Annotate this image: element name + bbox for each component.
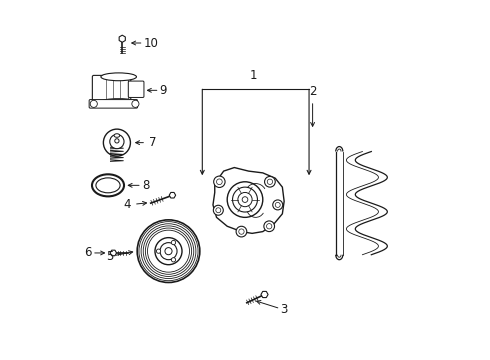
Circle shape xyxy=(115,139,119,143)
FancyBboxPatch shape xyxy=(89,100,138,108)
FancyBboxPatch shape xyxy=(128,81,144,98)
Text: 6: 6 xyxy=(84,247,104,260)
Circle shape xyxy=(273,200,283,210)
Circle shape xyxy=(172,240,175,245)
Text: 3: 3 xyxy=(257,301,288,316)
Circle shape xyxy=(90,100,98,107)
Circle shape xyxy=(214,176,225,188)
Circle shape xyxy=(172,258,175,262)
Text: 10: 10 xyxy=(132,36,158,50)
Circle shape xyxy=(233,187,257,212)
Circle shape xyxy=(110,134,124,149)
Circle shape xyxy=(238,193,252,207)
Circle shape xyxy=(264,221,274,231)
Polygon shape xyxy=(213,167,284,233)
Circle shape xyxy=(227,182,263,217)
Text: 5: 5 xyxy=(106,250,133,263)
Circle shape xyxy=(103,129,130,156)
Circle shape xyxy=(160,243,177,260)
Circle shape xyxy=(137,220,200,283)
Ellipse shape xyxy=(114,134,120,137)
FancyBboxPatch shape xyxy=(92,75,131,103)
Text: 8: 8 xyxy=(128,179,149,192)
Text: 9: 9 xyxy=(147,84,167,97)
Text: 7: 7 xyxy=(136,136,156,149)
Circle shape xyxy=(265,176,275,187)
Text: 2: 2 xyxy=(309,85,317,126)
Circle shape xyxy=(242,197,248,202)
Circle shape xyxy=(156,249,161,253)
Ellipse shape xyxy=(101,99,137,105)
Circle shape xyxy=(132,100,139,107)
Ellipse shape xyxy=(101,73,137,81)
Circle shape xyxy=(213,205,223,215)
Text: 1: 1 xyxy=(250,69,258,82)
Circle shape xyxy=(165,248,172,255)
Text: 4: 4 xyxy=(123,198,147,211)
Circle shape xyxy=(155,238,182,265)
Circle shape xyxy=(236,226,247,237)
